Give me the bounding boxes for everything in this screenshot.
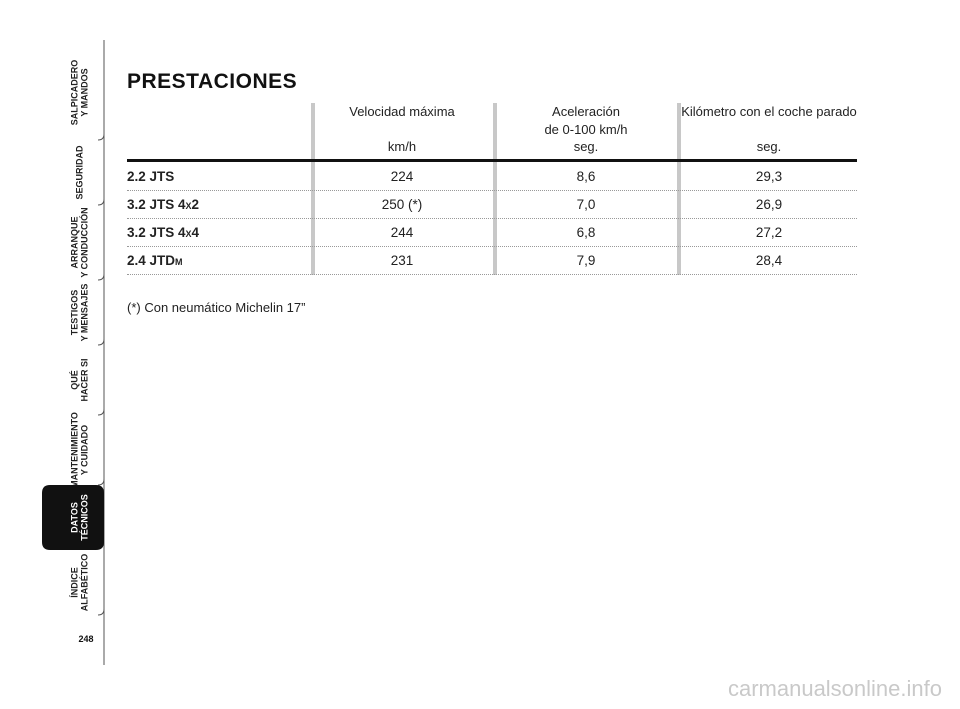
tab-label: SALPICADERO bbox=[69, 60, 79, 126]
tab-label: TESTIGOS bbox=[69, 290, 79, 336]
tab-label: DATOS bbox=[69, 502, 79, 533]
cell-value: 250 (*) bbox=[381, 197, 423, 212]
tab-divider bbox=[97, 608, 105, 616]
tab-label: ÍNDICE bbox=[69, 567, 79, 598]
tab-label: Y MENSAJES bbox=[79, 284, 89, 342]
header-text: Velocidad máxima bbox=[349, 104, 455, 119]
column-divider bbox=[493, 103, 497, 275]
tab-divider bbox=[97, 133, 105, 141]
tab-label: ALFABÉTICO bbox=[79, 554, 89, 612]
tab-divider bbox=[97, 273, 105, 281]
tab-label: Y CUIDADO bbox=[79, 425, 89, 475]
footnote: (*) Con neumático Michelin 17” bbox=[127, 300, 306, 315]
cell-value: 7,0 bbox=[576, 197, 596, 212]
active-tab bbox=[42, 485, 104, 550]
tab-label: QUÉ bbox=[69, 370, 79, 390]
cell-value: 231 bbox=[390, 253, 414, 268]
header-text: de 0-100 km/h bbox=[544, 121, 628, 137]
tab-label: MANTENIMIENTO bbox=[69, 412, 79, 488]
row-separator bbox=[127, 218, 857, 219]
title: PRESTACIONES bbox=[127, 70, 298, 93]
tab-label: SEGURIDAD bbox=[74, 145, 84, 200]
page-number: 248 bbox=[78, 634, 93, 644]
cell-value: 6,8 bbox=[576, 225, 596, 240]
header-text: Kilómetro con el coche parado bbox=[681, 104, 857, 119]
cell-value: 7,9 bbox=[576, 253, 596, 268]
tab-label: HACER SI bbox=[79, 358, 89, 401]
cell-value: 26,9 bbox=[755, 197, 783, 212]
tab-divider bbox=[97, 408, 105, 416]
row-label: 3.2 JTS 4x4 bbox=[127, 225, 200, 240]
tab-label: Y MANDOS bbox=[79, 68, 89, 116]
row-label: 2.4 JTDm bbox=[127, 253, 183, 268]
tab-label: TÉCNICOS bbox=[79, 494, 89, 541]
tab-divider bbox=[97, 338, 105, 346]
row-label: 3.2 JTS 4x2 bbox=[127, 197, 200, 212]
header-rule bbox=[127, 159, 857, 162]
cell-value: 8,6 bbox=[576, 169, 596, 184]
column-divider bbox=[311, 103, 315, 275]
cell-value: 27,2 bbox=[755, 225, 783, 240]
header-text: seg. bbox=[573, 139, 599, 154]
watermark: carmanualsonline.info bbox=[727, 676, 942, 701]
tab-label: Y CONDUCCIÓN bbox=[78, 207, 89, 277]
cell-value: 28,4 bbox=[755, 253, 783, 268]
tab-divider bbox=[97, 198, 105, 206]
tab-label: ARRANQUE bbox=[69, 216, 79, 268]
tab-divider bbox=[97, 478, 105, 486]
cell-value: 224 bbox=[390, 169, 414, 184]
row-separator bbox=[127, 190, 857, 191]
cell-value: 244 bbox=[390, 225, 414, 240]
sidebar: SALPICADERO Y MANDOS SEGURIDAD ARRANQUE Y CO… bbox=[42, 40, 105, 665]
row-separator bbox=[127, 246, 857, 247]
cell-value: 29,3 bbox=[755, 169, 783, 184]
column-divider bbox=[677, 103, 681, 275]
row-label: 2.2 JTS bbox=[127, 169, 175, 184]
row-separator bbox=[127, 274, 857, 275]
header-text: Aceleración bbox=[552, 104, 620, 119]
header-text: seg. bbox=[756, 139, 782, 154]
header-text: km/h bbox=[387, 139, 417, 154]
